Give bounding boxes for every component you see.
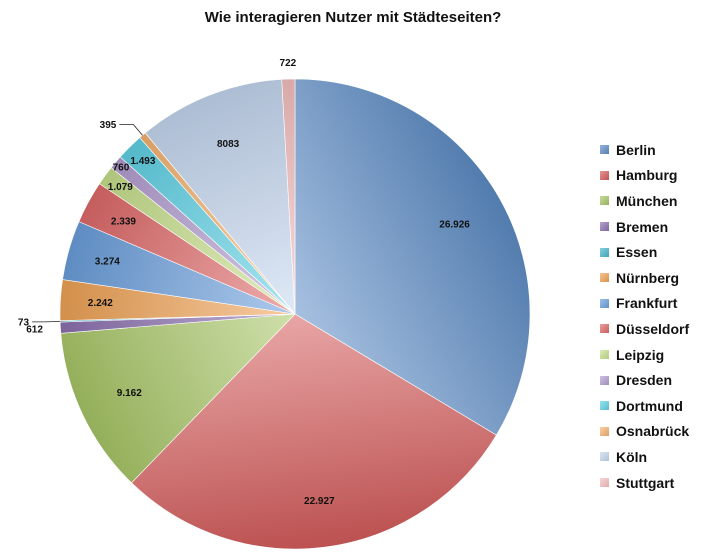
slice-label-duesseldorf: 2.339 bbox=[111, 217, 136, 228]
slice-label-stuttgart: 722 bbox=[280, 58, 297, 69]
legend-item-berlin: Berlin bbox=[600, 137, 706, 163]
legend-item-muenchen: München bbox=[600, 188, 706, 214]
legend-swatch bbox=[600, 350, 609, 360]
slice-label-dortmund: 1.493 bbox=[130, 156, 155, 167]
legend-item-koeln: Köln bbox=[600, 444, 706, 470]
slice-label-leipzig: 1.079 bbox=[108, 182, 133, 193]
legend-label: Düsseldorf bbox=[616, 320, 690, 337]
legend-item-osnabrueck: Osnabrück bbox=[600, 419, 706, 445]
slice-label-essen: 73 bbox=[18, 317, 30, 328]
legend-label: Essen bbox=[616, 244, 658, 261]
legend-item-frankfurt: Frankfurt bbox=[600, 291, 706, 317]
legend-item-duesseldorf: Düsseldorf bbox=[600, 316, 706, 342]
legend-item-essen: Essen bbox=[600, 239, 706, 265]
legend-label: Osnabrück bbox=[616, 423, 690, 440]
slice-label-dresden: 760 bbox=[113, 162, 130, 173]
legend-swatch bbox=[600, 452, 609, 462]
slice-berlin bbox=[294, 78, 531, 436]
legend-item-dortmund: Dortmund bbox=[600, 393, 706, 419]
slice-hamburg bbox=[131, 313, 497, 550]
slice-label-hamburg: 22.927 bbox=[304, 496, 335, 507]
legend-item-bremen: Bremen bbox=[600, 214, 706, 240]
legend-swatch bbox=[600, 298, 609, 308]
legend-label: Frankfurt bbox=[616, 295, 678, 312]
chart-title: Wie interagieren Nutzer mit Städteseiten… bbox=[204, 9, 502, 26]
legend-swatch bbox=[600, 375, 609, 385]
legend-item-stuttgart: Stuttgart bbox=[600, 470, 706, 496]
legend: Berlin Hamburg München Bremen Essen Nürnberg F… bbox=[600, 137, 706, 495]
slice-label-frankfurt: 3.274 bbox=[95, 256, 120, 267]
legend-label: Dortmund bbox=[616, 397, 683, 414]
slice-stuttgart bbox=[281, 78, 296, 315]
legend-label: Dresden bbox=[616, 372, 673, 389]
slice-label-berlin: 26.926 bbox=[439, 219, 470, 230]
legend-swatch bbox=[600, 324, 609, 334]
legend-label: Köln bbox=[616, 448, 648, 465]
pie-slices bbox=[59, 78, 531, 550]
legend-item-nuernberg: Nürnberg bbox=[600, 265, 706, 291]
slice-label-bremen: 612 bbox=[26, 325, 43, 336]
slice-label-nuernberg: 2.242 bbox=[88, 298, 113, 309]
slice-muenchen bbox=[60, 313, 296, 484]
legend-swatch bbox=[600, 247, 609, 257]
slice-label-muenchen: 9.162 bbox=[117, 388, 142, 399]
legend-label: Bremen bbox=[616, 218, 669, 235]
legend-label: Leipzig bbox=[616, 346, 665, 363]
legend-item-hamburg: Hamburg bbox=[600, 163, 706, 189]
legend-label: Berlin bbox=[616, 141, 656, 158]
slice-label-osnabrueck: 395 bbox=[100, 120, 117, 131]
slice-koeln bbox=[144, 79, 296, 315]
leader-line-osnabrueck bbox=[119, 124, 143, 136]
legend-label: Nürnberg bbox=[616, 269, 679, 286]
legend-swatch bbox=[600, 273, 609, 283]
legend-item-dresden: Dresden bbox=[600, 367, 706, 393]
legend-item-leipzig: Leipzig bbox=[600, 342, 706, 368]
legend-label: Hamburg bbox=[616, 167, 678, 184]
legend-swatch bbox=[600, 478, 609, 488]
legend-label: München bbox=[616, 192, 678, 209]
legend-swatch bbox=[600, 196, 609, 206]
legend-swatch bbox=[600, 170, 609, 180]
legend-label: Stuttgart bbox=[616, 474, 675, 491]
legend-swatch bbox=[600, 401, 609, 411]
legend-swatch bbox=[600, 222, 609, 232]
legend-swatch bbox=[600, 145, 609, 155]
leader-lines bbox=[32, 124, 143, 323]
legend-swatch bbox=[600, 426, 609, 436]
slice-label-koeln: 8083 bbox=[217, 139, 240, 150]
